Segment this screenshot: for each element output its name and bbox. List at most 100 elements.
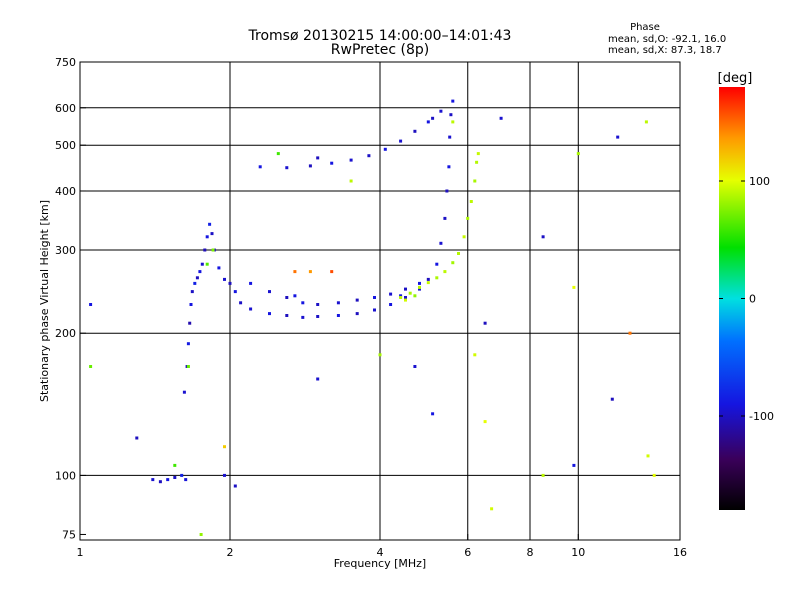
data-point-x xyxy=(451,261,455,265)
data-point-o xyxy=(151,478,155,482)
data-point-o xyxy=(451,99,455,103)
data-point-o xyxy=(373,308,376,312)
data-point-x xyxy=(476,152,480,156)
data-point-o xyxy=(203,248,207,252)
data-point-o xyxy=(330,161,334,165)
data-point-o xyxy=(258,165,262,169)
data-point-o xyxy=(439,241,443,245)
data-point-o xyxy=(166,478,170,482)
data-point-x xyxy=(418,285,421,289)
y-tick-label: 300 xyxy=(55,244,76,257)
phase-stats: Phase mean, sd,O: -92.1, 16.0 mean, sd,X… xyxy=(608,22,726,56)
data-point-o xyxy=(399,139,403,143)
data-point-o xyxy=(316,315,320,318)
data-point-x xyxy=(308,270,312,274)
data-point-o xyxy=(186,342,190,346)
data-point-x xyxy=(349,179,353,183)
data-point-o xyxy=(195,276,199,280)
x-axis-ticks: 1 2 4 6 8 10 16 xyxy=(77,534,687,559)
colorbar-tick-label: 0 xyxy=(749,293,756,306)
data-point-x xyxy=(211,248,215,252)
data-point-o xyxy=(418,281,421,285)
data-point-o xyxy=(572,463,576,467)
data-point-x xyxy=(223,445,226,449)
data-point-x xyxy=(173,463,177,467)
data-point-o xyxy=(404,287,407,291)
data-point-o xyxy=(426,277,430,281)
data-point-x xyxy=(408,291,412,295)
y-tick-label: 750 xyxy=(55,56,76,69)
data-point-o xyxy=(404,296,407,299)
data-point-o xyxy=(349,158,353,162)
data-point-o xyxy=(399,294,403,298)
grid-lines xyxy=(80,62,680,540)
data-point-x xyxy=(199,533,203,536)
data-point-o xyxy=(198,270,202,274)
colorbar-gradient xyxy=(719,87,745,510)
data-point-o xyxy=(193,281,197,285)
phase-colorbar: [deg] 100 0 -100 xyxy=(718,71,774,510)
data-point-x xyxy=(330,270,334,274)
data-point-o xyxy=(316,156,320,160)
data-point-o xyxy=(316,377,320,381)
y-axis-ticks: 75 100 200 300 400 500 600 750 xyxy=(55,56,86,541)
data-point-x xyxy=(443,270,447,274)
data-point-o xyxy=(210,232,214,236)
colorbar-label: [deg] xyxy=(718,71,753,86)
data-point-o xyxy=(189,303,193,306)
data-point-o xyxy=(223,473,226,477)
data-point-x xyxy=(469,200,473,203)
data-point-o xyxy=(190,290,194,294)
data-point-o xyxy=(89,303,93,306)
data-point-o xyxy=(285,296,289,299)
data-point-x xyxy=(426,281,430,285)
colorbar-tick-label: 100 xyxy=(749,175,770,188)
data-point-o xyxy=(184,478,188,482)
x-tick-label: 10 xyxy=(571,546,585,559)
data-point-o xyxy=(413,129,417,133)
x-axis-label: Frequency [MHz] xyxy=(334,557,426,570)
data-point-x xyxy=(399,296,403,299)
x-tick-label: 1 xyxy=(77,546,84,559)
data-point-x xyxy=(293,270,297,274)
data-point-x xyxy=(644,120,648,124)
data-point-x xyxy=(378,353,382,357)
y-tick-label: 600 xyxy=(55,102,76,115)
data-point-o xyxy=(355,312,359,316)
data-point-o xyxy=(445,189,449,193)
data-point-o xyxy=(383,147,387,151)
data-point-o xyxy=(336,301,340,305)
data-point-o xyxy=(233,484,237,488)
colorbar-tick-label: -100 xyxy=(749,410,774,423)
data-point-o xyxy=(158,480,162,484)
data-point-x xyxy=(473,179,477,183)
data-point-o xyxy=(449,113,453,117)
data-point-x xyxy=(404,298,407,302)
data-point-x xyxy=(451,120,455,124)
plot-area xyxy=(79,61,681,541)
data-point-o xyxy=(301,315,305,319)
y-tick-label: 100 xyxy=(55,469,76,482)
data-point-x xyxy=(652,473,656,477)
data-point-o xyxy=(413,365,417,368)
y-tick-label: 200 xyxy=(55,327,76,340)
x-tick-label: 2 xyxy=(227,546,234,559)
data-point-o xyxy=(268,290,271,294)
data-point-o xyxy=(447,165,451,169)
data-point-x xyxy=(473,353,477,357)
data-point-x xyxy=(541,473,545,477)
chart-subtitle: RwPretec (8p) xyxy=(331,42,429,58)
data-point-o xyxy=(233,290,237,294)
data-point-o xyxy=(208,222,212,226)
phase-stats-heading: Phase xyxy=(630,22,660,33)
data-point-x xyxy=(89,365,93,368)
data-point-x xyxy=(462,235,466,239)
data-point-o xyxy=(435,262,439,266)
data-point-x xyxy=(628,331,632,335)
data-point-o xyxy=(228,281,232,285)
data-point-x xyxy=(205,262,209,266)
data-point-o xyxy=(301,301,305,305)
data-point-o xyxy=(610,397,614,401)
data-point-x xyxy=(475,160,479,164)
